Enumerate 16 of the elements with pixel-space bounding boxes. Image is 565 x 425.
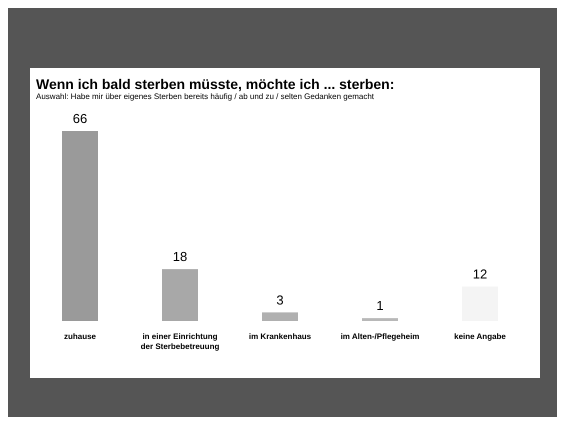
data-label: 12 xyxy=(472,266,488,282)
bar xyxy=(262,312,298,321)
data-label: 1 xyxy=(376,298,384,314)
data-label: 3 xyxy=(276,292,284,308)
x-tick-label: keine Angabe xyxy=(454,332,506,341)
bar xyxy=(162,269,198,321)
chart-subtitle: Auswahl: Habe mir über eigenes Sterben bereits häufig / ab und zu / selten Gedanken gemacht xyxy=(36,92,375,101)
x-tick-label: im Alten-/Pflegeheim xyxy=(340,332,420,341)
x-tick-label: in einer Einrichtung der Sterbebetreuung xyxy=(140,332,220,351)
bar xyxy=(362,318,398,321)
data-label: 66 xyxy=(72,111,88,126)
x-tick-label: zuhause xyxy=(64,332,97,341)
chart-title: Wenn ich bald sterben müsste, möchte ich ... sterben: xyxy=(36,76,396,92)
bar xyxy=(62,131,98,321)
x-tick-label: im Krankenhaus xyxy=(248,332,312,341)
data-label: 18 xyxy=(172,249,188,264)
